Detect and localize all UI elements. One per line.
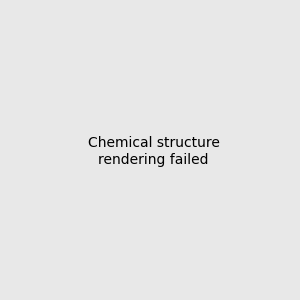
Text: Chemical structure
rendering failed: Chemical structure rendering failed [88,136,220,166]
